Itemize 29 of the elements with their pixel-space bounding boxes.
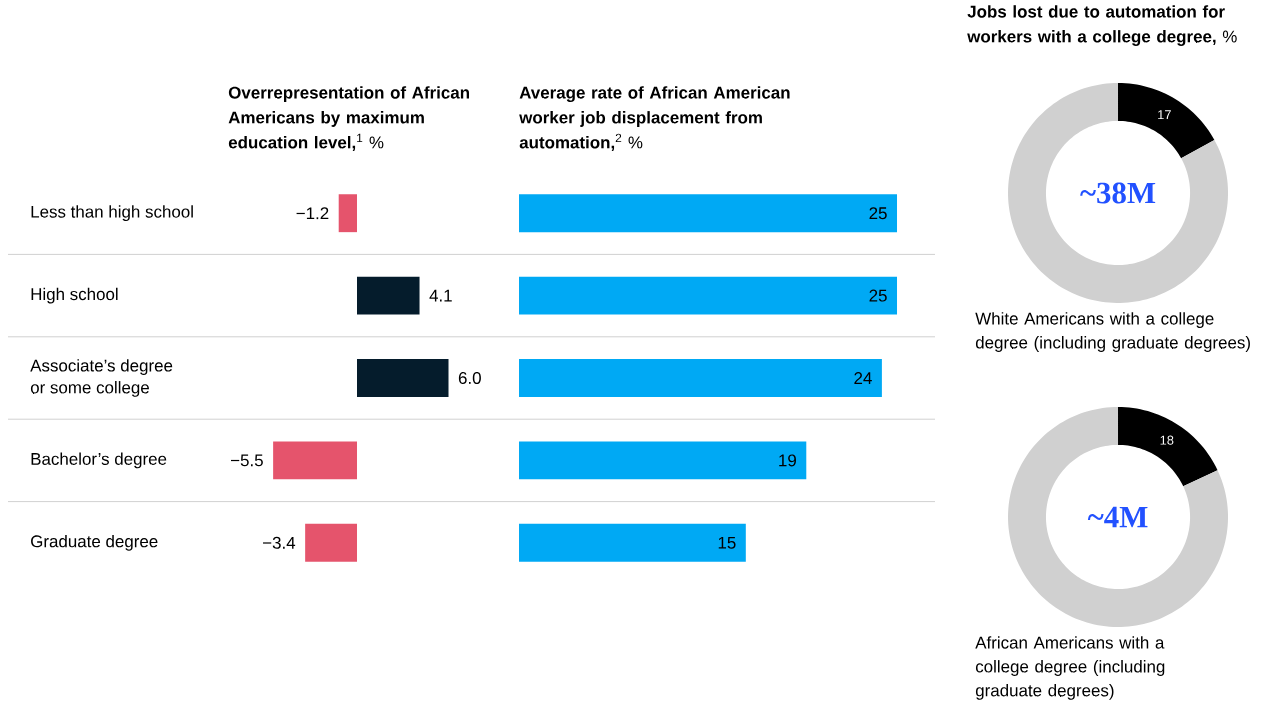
data-label: 4.1 (429, 289, 452, 302)
data-label: 17 (1158, 110, 1171, 120)
y-tick-label: Graduate degree (31, 534, 158, 551)
data-label: 19 (779, 454, 796, 467)
bar (519, 523, 746, 562)
y-tick-label: High school (31, 287, 118, 304)
text: ~38M (1080, 182, 1156, 204)
y-tick-label: Less than high school (31, 205, 193, 222)
text: ~4M (1087, 506, 1148, 528)
data-label: 15 (718, 536, 736, 549)
bar (519, 441, 807, 480)
y-tick-label: Bachelor’s degree (31, 452, 167, 469)
data-label: 25 (869, 207, 887, 220)
data-label: −5.5 (231, 454, 263, 467)
data-label: 25 (869, 289, 887, 302)
data-label: 18 (1160, 435, 1174, 445)
data-label: 24 (854, 372, 872, 384)
y-tick-label: Associate’s degree or some college (30, 359, 173, 397)
text: White Americans with a college degree (including graduate degrees) (975, 312, 1250, 352)
data-label: −1.2 (296, 207, 329, 220)
data-label: −3.4 (263, 536, 296, 549)
chart-title: Jobs lost due to automation for workers with a college degree, % (967, 5, 1237, 46)
chart-title: Overrepresentation of African Americans by maximum education level,$^{1}$ % (228, 86, 469, 151)
text: African Americans with a college degree (including graduate degrees) (975, 636, 1165, 700)
bar (519, 194, 898, 233)
chart-title: Average rate of African American worker job displacement from automation,$^{2}$ % (519, 86, 790, 151)
data-label: 6.0 (458, 372, 481, 384)
bar (519, 276, 898, 315)
bar (519, 359, 882, 397)
